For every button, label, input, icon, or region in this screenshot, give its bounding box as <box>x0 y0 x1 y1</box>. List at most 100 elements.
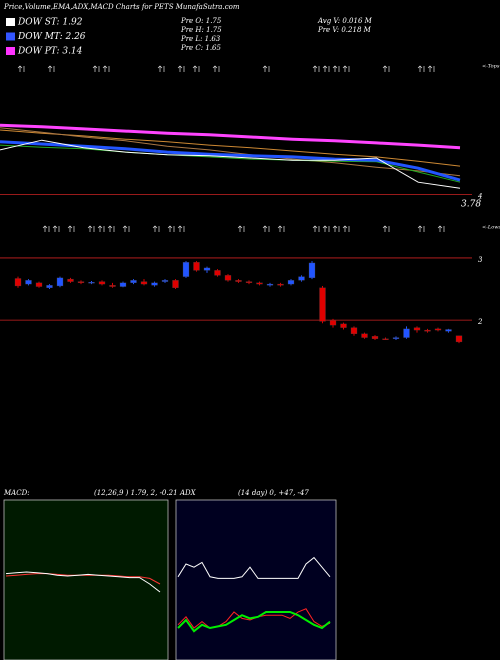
candle-body <box>277 283 284 286</box>
legend-swatch <box>6 32 15 41</box>
legend-label: DOW PT: 3.14 <box>17 47 83 57</box>
legend-label: DOW MT: 2.26 <box>17 32 86 42</box>
candle-body <box>434 328 442 331</box>
marker-arrow <box>417 65 425 72</box>
candle-body <box>14 278 22 287</box>
marker-arrow <box>262 225 270 232</box>
candle-body <box>298 276 305 281</box>
marker-arrow <box>382 225 390 232</box>
page-title: Price,Volume,EMA,ADX,MACD Charts for PET… <box>3 3 240 11</box>
marker-arrow <box>312 65 320 72</box>
candle-body <box>46 285 53 288</box>
candle-body <box>319 287 326 322</box>
candle-body <box>350 327 358 334</box>
series-line <box>177 611 331 633</box>
candle-body <box>56 277 64 287</box>
marker-arrow <box>42 225 50 232</box>
series-line <box>0 129 461 167</box>
info-label: Pre H: 1.75 <box>180 26 222 34</box>
candle-body <box>67 278 74 282</box>
candle-body <box>403 328 410 338</box>
candle-body <box>224 275 232 281</box>
marker-arrow <box>177 225 185 232</box>
marker-arrow <box>52 225 60 232</box>
annotation: <-Tops <box>482 64 500 70</box>
series-line <box>0 144 461 183</box>
legend-label: DOW ST: 1.92 <box>17 18 83 28</box>
candle-body <box>245 281 253 283</box>
candle-body <box>77 281 85 283</box>
y-tick-label: 2 <box>477 318 483 326</box>
info-label: Pre L: 1.63 <box>180 35 221 43</box>
marker-arrow <box>332 225 340 232</box>
marker-arrow <box>152 225 160 232</box>
candle-body <box>424 329 431 332</box>
candle-body <box>287 280 295 285</box>
marker-arrow <box>47 65 55 72</box>
marker-arrow <box>322 225 330 232</box>
marker-arrow <box>107 225 115 232</box>
candle-body <box>308 262 316 279</box>
candle-body <box>193 262 200 271</box>
candle-body <box>109 285 116 287</box>
candle-body <box>329 319 337 326</box>
y-tick-label: 4 <box>477 193 482 201</box>
info-label: Pre V: 0.218 M <box>317 26 372 34</box>
info-label: Pre O: 1.75 <box>180 17 222 25</box>
marker-arrow <box>157 65 165 72</box>
panel-subtitle: (14 day) 0, +47, -47 <box>238 489 309 497</box>
marker-arrow <box>382 65 390 72</box>
marker-arrow <box>122 225 130 232</box>
legend-swatch <box>6 47 15 55</box>
candle-body <box>182 262 190 277</box>
marker-arrow <box>237 225 245 232</box>
marker-arrow <box>322 65 330 72</box>
panel-title: MACD: <box>3 489 30 497</box>
series-line <box>0 139 461 189</box>
candle-body <box>161 280 169 282</box>
info-label: Avg V: 0.016 M <box>317 17 373 25</box>
marker-arrow <box>262 65 270 72</box>
series-line <box>0 140 461 182</box>
marker-arrow <box>102 65 110 72</box>
candle-body <box>203 267 211 271</box>
marker-arrow <box>427 65 435 72</box>
marker-arrow <box>177 65 185 72</box>
panel <box>3 499 169 660</box>
candle-body <box>392 337 400 339</box>
candle-body <box>256 282 263 285</box>
candle-body <box>455 335 463 343</box>
candle-body <box>140 281 148 285</box>
marker-arrow <box>67 225 75 232</box>
series-line <box>5 571 161 593</box>
marker-arrow <box>87 225 95 232</box>
candle-body <box>382 338 389 340</box>
candle-body <box>35 282 43 287</box>
marker-arrow <box>342 65 350 72</box>
marker-arrow <box>277 225 285 232</box>
marker-arrow <box>212 65 220 72</box>
annotation: 3.78 <box>461 200 481 210</box>
candle-body <box>172 280 179 288</box>
candle-body <box>266 283 274 286</box>
marker-arrow <box>167 225 175 232</box>
marker-arrow <box>192 65 200 72</box>
candle-body <box>25 280 32 285</box>
candle-body <box>235 280 242 282</box>
marker-arrow <box>342 225 350 232</box>
candle-body <box>119 282 127 287</box>
candle-body <box>214 270 221 276</box>
marker-arrow <box>17 65 25 72</box>
candle-body <box>413 327 421 331</box>
panel-title: ADX <box>179 489 197 497</box>
marker-arrow <box>417 225 425 232</box>
series-line <box>177 556 331 579</box>
info-label: Pre C: 1.65 <box>180 44 221 52</box>
panel <box>175 499 337 660</box>
marker-arrow <box>312 225 320 232</box>
marker-arrow <box>97 225 105 232</box>
candle-body <box>361 333 368 338</box>
candle-body <box>340 323 347 328</box>
